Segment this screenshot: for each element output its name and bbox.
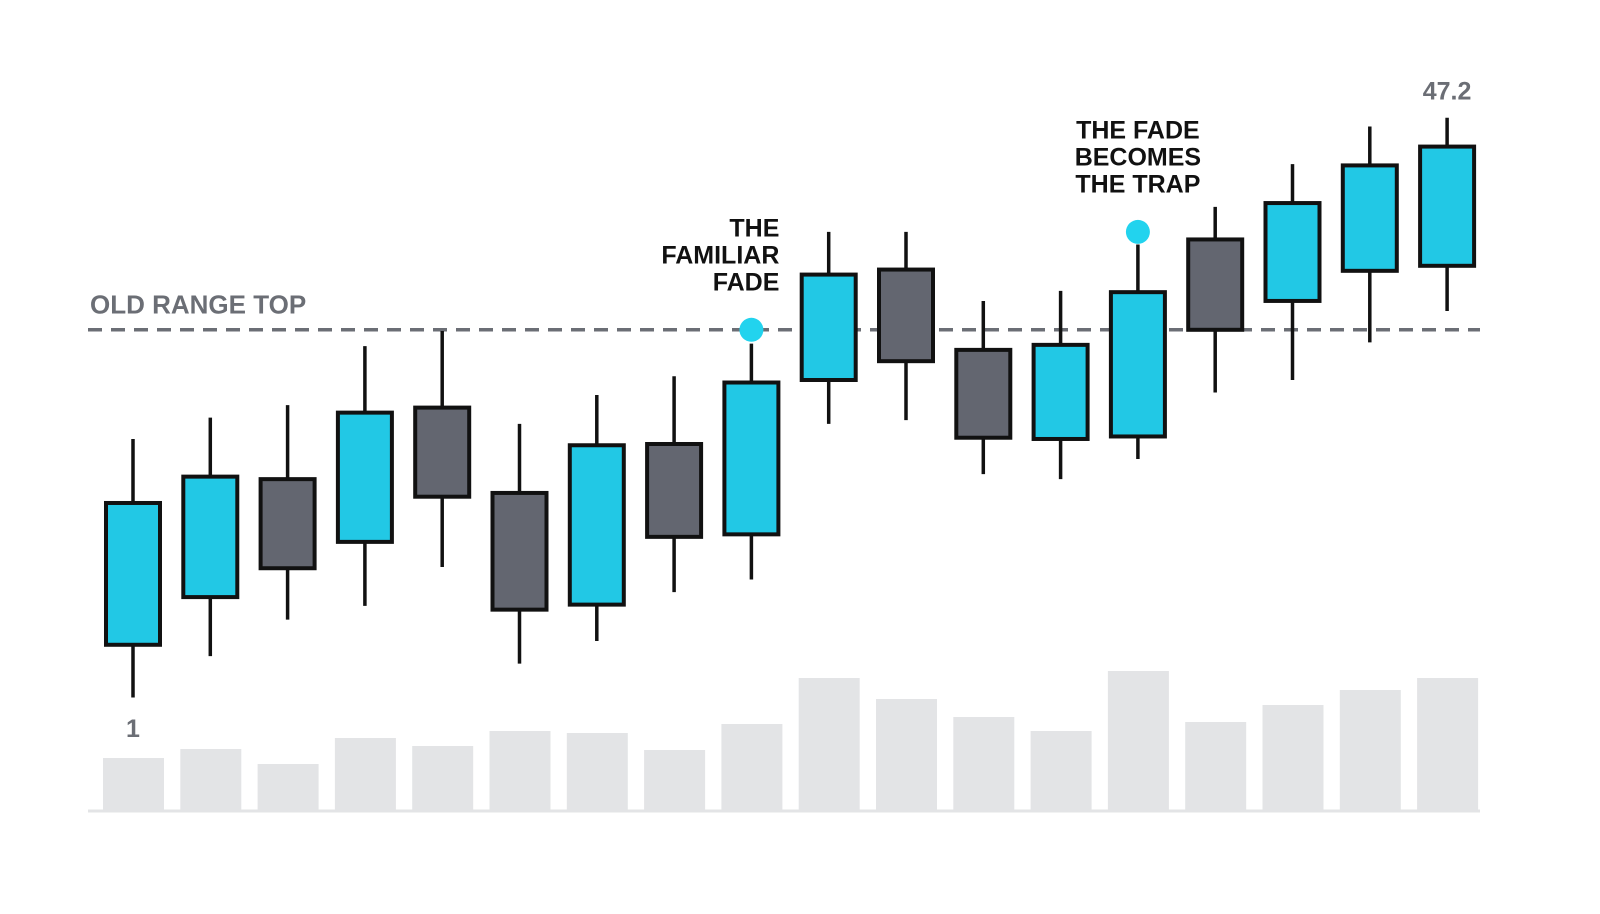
volume-bar (257, 764, 319, 810)
annotation-text: BECOMES (1075, 144, 1201, 172)
volume-bar (334, 738, 396, 810)
volume-bar (1417, 678, 1479, 810)
volume-bar (1185, 722, 1247, 810)
candle-body (413, 405, 472, 499)
range-label: OLD RANGE TOP (90, 290, 306, 320)
candle-body (1031, 342, 1090, 441)
candle-body (1418, 144, 1477, 268)
annotation-marker (739, 317, 764, 342)
volume-bar (103, 758, 164, 810)
volume-bar (721, 724, 783, 810)
candle-body (258, 477, 317, 571)
candle-body (1263, 201, 1322, 303)
candle-body (877, 267, 935, 364)
volume-bar (1030, 731, 1092, 810)
candle-body (490, 490, 549, 612)
candle-body (1186, 237, 1245, 332)
candle-body (645, 442, 704, 539)
volume-bar (489, 731, 551, 810)
volume-bar (953, 717, 1015, 810)
low-label: 1 (126, 715, 140, 743)
volume-bar (412, 746, 474, 810)
volume-bar (1107, 671, 1169, 810)
candle-body (954, 347, 1013, 440)
candle-body (722, 380, 781, 537)
candle-body (335, 410, 394, 544)
high-label: 47.2 (1423, 77, 1472, 105)
volume-bar (798, 678, 860, 810)
candle-body (799, 272, 858, 382)
volume-bar (566, 733, 628, 810)
candle-body (181, 474, 240, 600)
candle-body (567, 443, 626, 607)
candle-body (1340, 163, 1399, 273)
annotation-marker (1125, 219, 1150, 244)
annotation-text: FADE (713, 268, 780, 296)
candle-body (1108, 290, 1167, 439)
annotation-text: THE (729, 214, 779, 242)
annotation-text: THE FADE (1076, 117, 1200, 145)
volume-bar (1339, 690, 1401, 810)
volume-bar (180, 749, 242, 810)
annotation-text: FAMILIAR (661, 241, 779, 269)
volume-bar (644, 750, 706, 810)
volume-bar (1262, 705, 1324, 810)
annotation-text: THE TRAP (1075, 171, 1200, 199)
volume-bar (876, 699, 937, 810)
candle-body (104, 500, 162, 647)
